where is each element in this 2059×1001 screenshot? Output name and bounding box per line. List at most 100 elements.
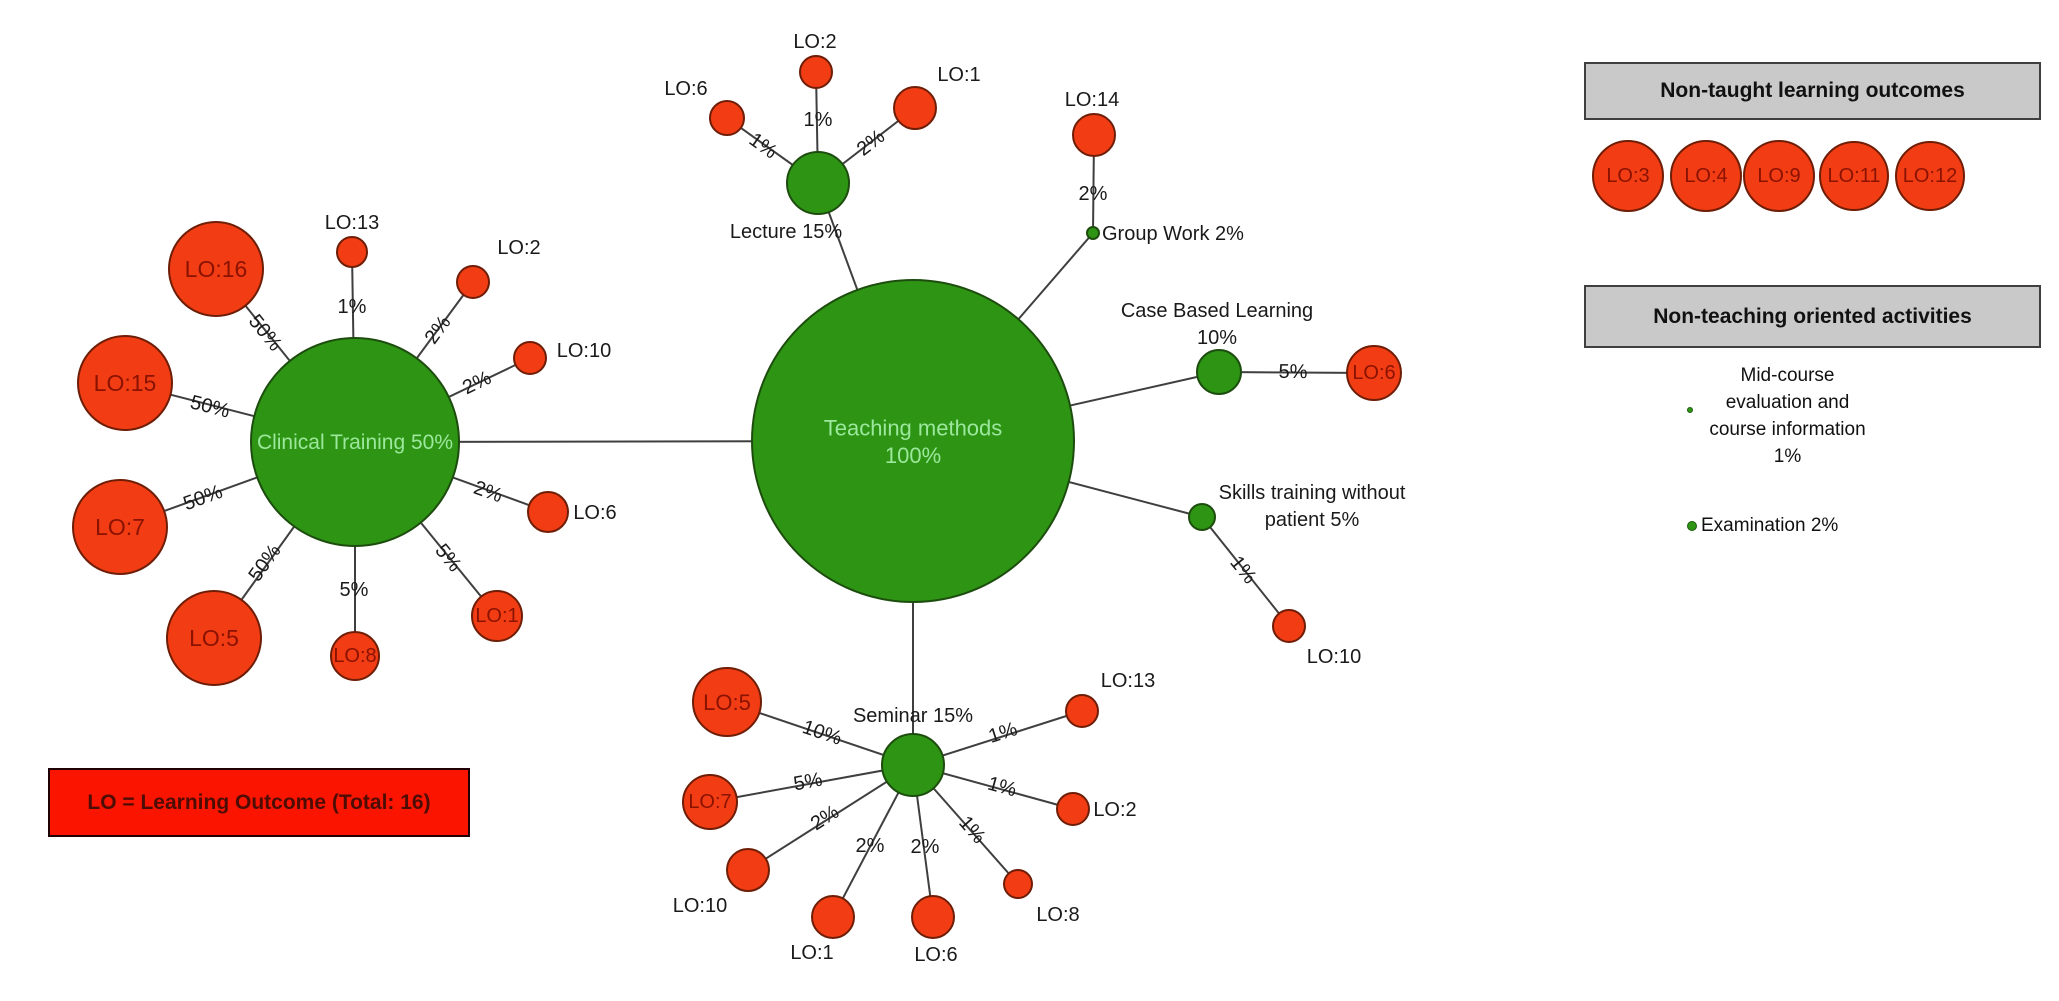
diagram-label-4: LO:6 bbox=[664, 78, 707, 100]
mid-course-line-2: evaluation and bbox=[1725, 392, 1850, 413]
diagram-label-13: patient 5% bbox=[1265, 509, 1360, 531]
non-taught-outcomes-header: Non-taught learning outcomes bbox=[1584, 62, 2041, 120]
edge-pct-clinical-c10: 2% bbox=[459, 367, 495, 399]
lo-legend-box: LO = Learning Outcome (Total: 16) bbox=[48, 768, 470, 837]
diagram-label-20: LO:2 bbox=[1093, 799, 1136, 821]
node-groupwork bbox=[1086, 226, 1100, 240]
diagram-label-18: LO:6 bbox=[914, 944, 957, 966]
node-p11 bbox=[1819, 141, 1889, 211]
edge-pct-seminar-se5: 10% bbox=[800, 716, 845, 750]
node-label-c16: LO:16 bbox=[185, 256, 248, 282]
examination-activity-label: Examination 2% bbox=[1701, 515, 1839, 536]
diagram-label-17: LO:1 bbox=[790, 942, 833, 964]
node-g14 bbox=[1072, 113, 1116, 157]
diagram-label-21: LO:13 bbox=[1101, 670, 1155, 692]
diagram-label-19: LO:8 bbox=[1036, 904, 1079, 926]
node-l6 bbox=[709, 100, 745, 136]
node-label-c15: LO:15 bbox=[94, 370, 157, 396]
node-cb6 bbox=[1346, 345, 1402, 401]
diagram-label-11: 10% bbox=[1197, 327, 1237, 349]
edge-pct-clinical-c2: 2% bbox=[421, 312, 456, 348]
node-se2 bbox=[1056, 792, 1090, 826]
node-l2 bbox=[799, 55, 833, 89]
edge-skills-s10 bbox=[1201, 516, 1290, 627]
non-taught-outcomes-title: Non-taught learning outcomes bbox=[1660, 79, 1965, 102]
node-label-teaching: Teaching methods 100% bbox=[824, 415, 1003, 468]
node-seminar bbox=[881, 733, 945, 797]
non-teaching-activities-title: Non-teaching oriented activities bbox=[1653, 304, 1972, 328]
edge-pct-seminar-se6: 2% bbox=[911, 836, 940, 858]
node-p3 bbox=[1592, 140, 1664, 212]
node-se1 bbox=[811, 895, 855, 939]
node-se7 bbox=[682, 774, 738, 830]
node-p12 bbox=[1895, 141, 1965, 211]
node-c1 bbox=[471, 590, 523, 642]
diagram-label-3: LO:6 bbox=[573, 502, 616, 524]
edge-pct-casebased-cb6: 5% bbox=[1278, 361, 1307, 383]
node-se10 bbox=[726, 848, 770, 892]
node-label-se7: LO:7 bbox=[688, 791, 731, 813]
diagram-label-14: LO:10 bbox=[1307, 646, 1361, 668]
edge-pct-seminar-se2: 1% bbox=[985, 773, 1019, 802]
diagram-label-16: LO:10 bbox=[673, 895, 727, 917]
node-label-p3: LO:3 bbox=[1606, 165, 1649, 187]
node-label-c1: LO:1 bbox=[475, 605, 518, 627]
diagram-label-5: LO:2 bbox=[793, 31, 836, 53]
mid-course-line-3: course information bbox=[1709, 419, 1866, 440]
diagram-label-1: LO:2 bbox=[497, 237, 540, 259]
node-label-clinical: Clinical Training 50% bbox=[257, 431, 453, 454]
diagram-label-9: Group Work 2% bbox=[1102, 223, 1244, 245]
node-c15 bbox=[77, 335, 173, 431]
node-s10 bbox=[1272, 609, 1306, 643]
node-label-c5: LO:5 bbox=[189, 625, 239, 651]
node-label-c8: LO:8 bbox=[333, 645, 376, 667]
node-c16 bbox=[168, 221, 264, 317]
node-label-p9: LO:9 bbox=[1757, 165, 1800, 187]
node-lecture bbox=[786, 151, 850, 215]
edge-seminar-se7 bbox=[709, 764, 914, 803]
node-label-cb6: LO:6 bbox=[1352, 362, 1395, 384]
diagram-label-12: Skills training without bbox=[1219, 482, 1406, 504]
edge-pct-groupwork-g14: 2% bbox=[1079, 183, 1108, 205]
edge-pct-lecture-l1: 2% bbox=[853, 125, 889, 160]
node-c7 bbox=[72, 479, 168, 575]
node-c2 bbox=[456, 265, 490, 299]
node-se13 bbox=[1065, 694, 1099, 728]
node-label-p12: LO:12 bbox=[1903, 165, 1957, 187]
edge-pct-clinical-c8: 5% bbox=[340, 579, 369, 601]
node-label-se5: LO:5 bbox=[703, 690, 751, 715]
edge-pct-clinical-c15: 50% bbox=[188, 391, 232, 422]
node-label-c7: LO:7 bbox=[95, 514, 145, 540]
diagram-label-10: Case Based Learning bbox=[1121, 300, 1313, 322]
lo-legend-text: LO = Learning Outcome (Total: 16) bbox=[87, 790, 431, 814]
edge-pct-lecture-l2: 1% bbox=[804, 109, 833, 131]
node-skills bbox=[1188, 503, 1216, 531]
node-c13 bbox=[336, 236, 368, 268]
edge-pct-seminar-se1: 2% bbox=[856, 835, 885, 857]
node-c6 bbox=[527, 491, 569, 533]
diagram-label-8: LO:14 bbox=[1065, 89, 1119, 111]
node-c5 bbox=[166, 590, 262, 686]
node-teaching bbox=[751, 279, 1075, 603]
edge-pct-clinical-c7: 50% bbox=[180, 481, 225, 515]
diagram-label-15: Seminar 15% bbox=[853, 705, 973, 727]
node-l1 bbox=[893, 86, 937, 130]
node-label-p11: LO:11 bbox=[1828, 165, 1881, 187]
edge-seminar-se10 bbox=[747, 764, 914, 871]
diagram-label-0: LO:13 bbox=[325, 212, 379, 234]
edge-pct-seminar-se7: 5% bbox=[792, 769, 825, 796]
mid-course-line-4: 1% bbox=[1773, 446, 1802, 467]
node-p4 bbox=[1670, 140, 1742, 212]
node-p9 bbox=[1743, 140, 1815, 212]
examination-dot bbox=[1687, 521, 1697, 531]
node-se5 bbox=[692, 667, 762, 737]
edge-pct-clinical-c13: 1% bbox=[338, 296, 367, 318]
node-label-p4: LO:4 bbox=[1684, 165, 1727, 187]
diagram-label-6: LO:1 bbox=[937, 64, 980, 86]
mid-course-line-1: Mid-course bbox=[1740, 365, 1835, 386]
non-teaching-activities-header: Non-teaching oriented activities bbox=[1584, 285, 2041, 348]
edge-pct-clinical-c6: 2% bbox=[471, 477, 506, 508]
edge-pct-seminar-se13: 1% bbox=[986, 718, 1020, 748]
